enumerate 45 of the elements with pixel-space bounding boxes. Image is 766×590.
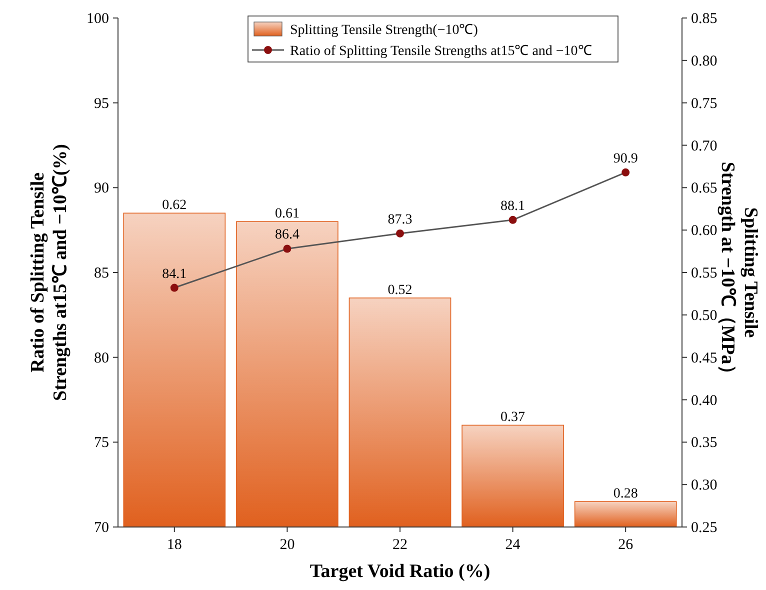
y-tick-label: 75 [94, 435, 109, 452]
y2-tick-label: 0.45 [691, 350, 718, 366]
y-tick-label: 95 [94, 96, 109, 112]
data-label: 0.52 [388, 282, 412, 298]
y2-tick-label: 0.65 [691, 180, 718, 197]
data-label: 87.3 [388, 212, 412, 228]
point [396, 229, 404, 238]
x-tick-label: 26 [618, 537, 634, 553]
y-tick-label: 90 [94, 180, 109, 197]
data-label: 0.28 [613, 486, 638, 502]
y-tick-label: 85 [94, 266, 109, 282]
point [622, 168, 630, 176]
point [508, 216, 517, 224]
y-tick-label: 100 [86, 11, 109, 27]
y2-tick-label: 0.60 [691, 223, 718, 240]
data-label: 84.1 [162, 266, 187, 282]
data-label: 86.4 [274, 228, 300, 243]
y2-tick-label: 0.85 [691, 11, 718, 27]
x-tick-label: 18 [166, 537, 182, 553]
x-tick-label: 24 [505, 537, 521, 553]
data-label: 0.37 [500, 410, 526, 426]
y2-tick-label: 0.50 [691, 308, 718, 324]
y2-tick-label: 0.40 [691, 392, 718, 409]
data-label: 90.9 [613, 151, 638, 166]
y2-tick-label: 0.30 [691, 478, 718, 494]
y2-tick-label: 0.75 [691, 96, 718, 112]
y-tick-label: 70 [94, 520, 109, 536]
y2-tick-label: 0.35 [691, 435, 718, 452]
y2-tick-label: 0.80 [691, 53, 718, 70]
x-tick-label: 20 [280, 537, 295, 553]
x-tick-label: 22 [392, 537, 408, 553]
y2-tick-label: 0.55 [691, 266, 718, 282]
y-axis-title: Ratio of Splitting Tensile Strengths at15℃ and −10℃(%) [27, 144, 72, 401]
data-label: 88.1 [500, 198, 526, 214]
data-label: 0.61 [274, 206, 300, 222]
data-label: 0.62 [162, 198, 187, 214]
legend-label: Ratio of Splitting Tensile Strengths at15℃ and −10℃ [290, 44, 592, 59]
x-axis-title: Target Void Ratio (%) [310, 561, 490, 582]
point [170, 284, 178, 292]
y2-tick-label: 0.70 [691, 138, 718, 154]
legend-label: Splitting Tensile Strength(−10℃) [290, 23, 478, 38]
y2-axis-title: Splitting Tensile Strength at −10℃（MPa） [716, 162, 761, 384]
y-tick-label: 80 [94, 350, 109, 366]
point [283, 244, 292, 253]
y2-tick-label: 0.25 [691, 520, 718, 536]
